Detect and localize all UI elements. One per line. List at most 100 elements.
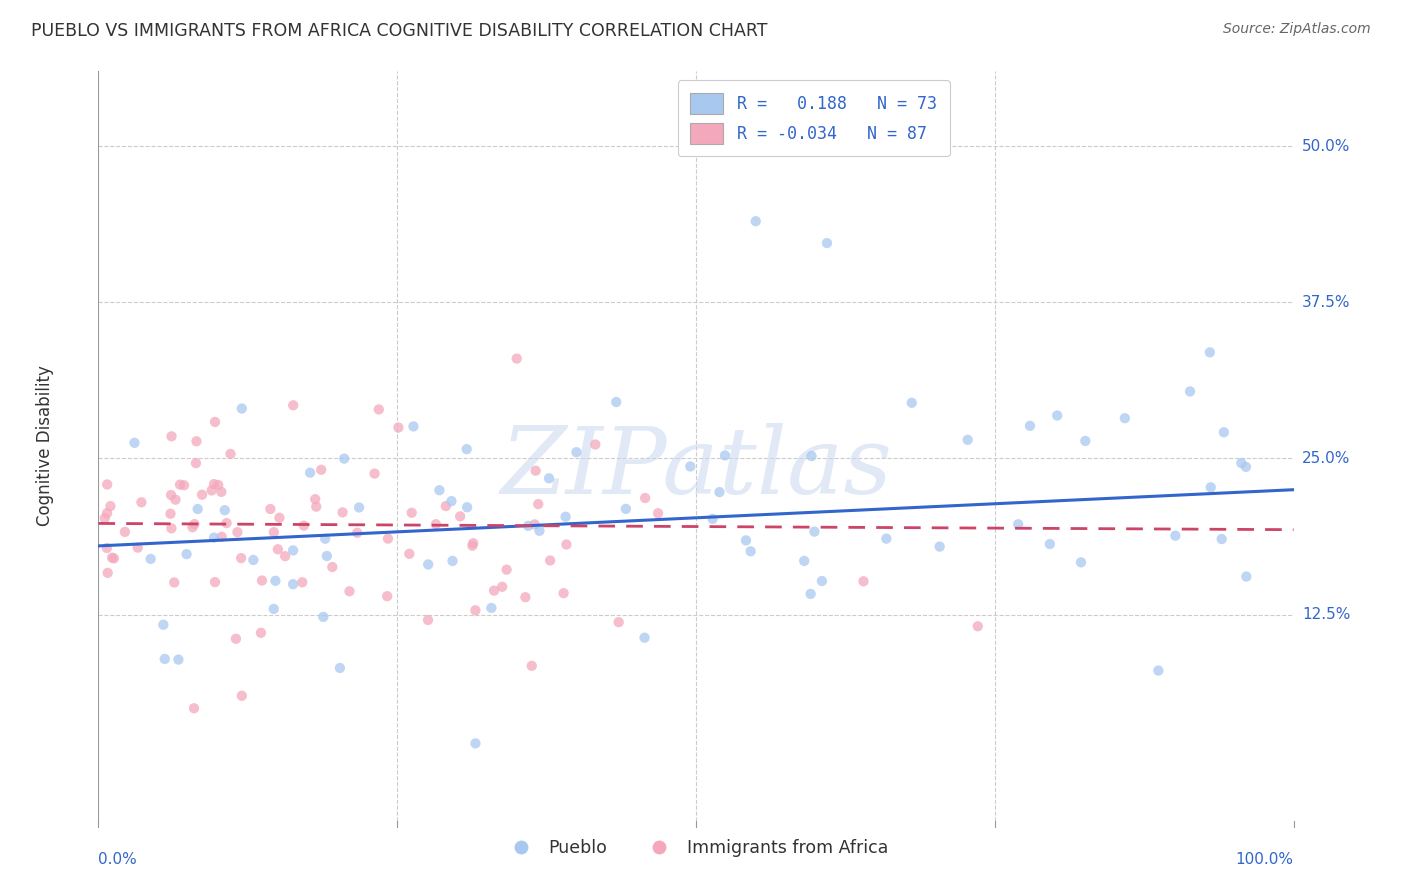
Point (956, 433, 979, 447)
Point (537, 471, 560, 485)
Text: 50.0%: 50.0% (1302, 139, 1350, 153)
Point (183, 517, 205, 532)
Text: 100.0%: 100.0% (1236, 852, 1294, 867)
Point (464, 736, 486, 750)
Point (127, 541, 149, 555)
Point (176, 547, 198, 561)
Point (634, 491, 657, 505)
Point (375, 589, 398, 603)
Point (416, 613, 439, 627)
Point (709, 485, 731, 500)
Point (96, 506, 118, 520)
Point (527, 497, 550, 511)
Point (517, 519, 540, 533)
Point (259, 502, 281, 516)
Point (152, 617, 174, 632)
Point (250, 574, 273, 588)
Point (1114, 411, 1136, 425)
Point (96, 477, 118, 491)
Point (183, 701, 205, 715)
Text: 37.5%: 37.5% (1302, 295, 1350, 310)
Point (346, 525, 368, 540)
Point (333, 451, 356, 466)
Point (160, 521, 183, 535)
Point (103, 551, 125, 566)
Point (1019, 418, 1042, 433)
Point (292, 518, 315, 533)
Point (165, 492, 187, 507)
Point (94, 511, 117, 525)
Point (377, 532, 399, 546)
Point (647, 506, 669, 520)
Point (702, 512, 724, 526)
Point (329, 661, 352, 675)
Point (187, 502, 209, 516)
Point (281, 577, 304, 591)
Point (281, 543, 304, 558)
Point (735, 533, 758, 548)
Point (402, 419, 425, 434)
Point (274, 549, 297, 564)
Point (242, 553, 264, 567)
Point (1039, 537, 1062, 551)
Point (250, 625, 273, 640)
Point (495, 563, 517, 577)
Point (605, 395, 627, 409)
Point (225, 632, 247, 646)
Point (714, 449, 737, 463)
Point (304, 492, 326, 507)
Point (339, 584, 361, 599)
Point (418, 558, 440, 572)
Point (202, 477, 225, 491)
Point (1178, 384, 1201, 399)
Point (347, 500, 370, 515)
Point (124, 435, 146, 450)
Point (440, 494, 463, 508)
Point (173, 478, 195, 492)
Point (803, 524, 825, 539)
Point (299, 466, 322, 480)
Point (321, 560, 343, 574)
Point (181, 520, 204, 534)
Point (267, 542, 290, 557)
Point (160, 488, 183, 502)
Point (461, 539, 484, 553)
Point (456, 500, 478, 515)
Point (96, 541, 118, 555)
Point (204, 415, 226, 429)
Point (153, 652, 176, 666)
Point (202, 531, 225, 545)
Point (529, 524, 551, 538)
Point (263, 525, 285, 540)
Point (97, 566, 120, 580)
Point (555, 537, 578, 551)
Text: ZIPatlas: ZIPatlas (501, 424, 891, 514)
Point (231, 551, 253, 566)
Point (1199, 480, 1222, 494)
Point (1230, 456, 1253, 470)
Legend: Pueblo, Immigrants from Africa: Pueblo, Immigrants from Africa (496, 832, 896, 864)
Text: PUEBLO VS IMMIGRANTS FROM AFRICA COGNITIVE DISABILITY CORRELATION CHART: PUEBLO VS IMMIGRANTS FROM AFRICA COGNITI… (31, 22, 768, 40)
Point (900, 396, 922, 410)
Point (793, 554, 815, 568)
Point (811, 574, 834, 588)
Point (263, 602, 285, 616)
Point (214, 503, 236, 517)
Point (1007, 517, 1029, 532)
Point (745, 214, 768, 228)
Point (211, 530, 233, 544)
Point (464, 603, 486, 617)
Point (226, 525, 249, 540)
Point (363, 467, 385, 481)
Point (305, 500, 328, 514)
Point (852, 574, 875, 589)
Point (875, 532, 897, 546)
Point (1164, 529, 1187, 543)
Point (966, 619, 988, 633)
Point (554, 509, 576, 524)
Point (159, 507, 181, 521)
Point (231, 689, 253, 703)
Point (114, 524, 136, 539)
Point (100, 499, 122, 513)
Text: 25.0%: 25.0% (1302, 451, 1350, 466)
